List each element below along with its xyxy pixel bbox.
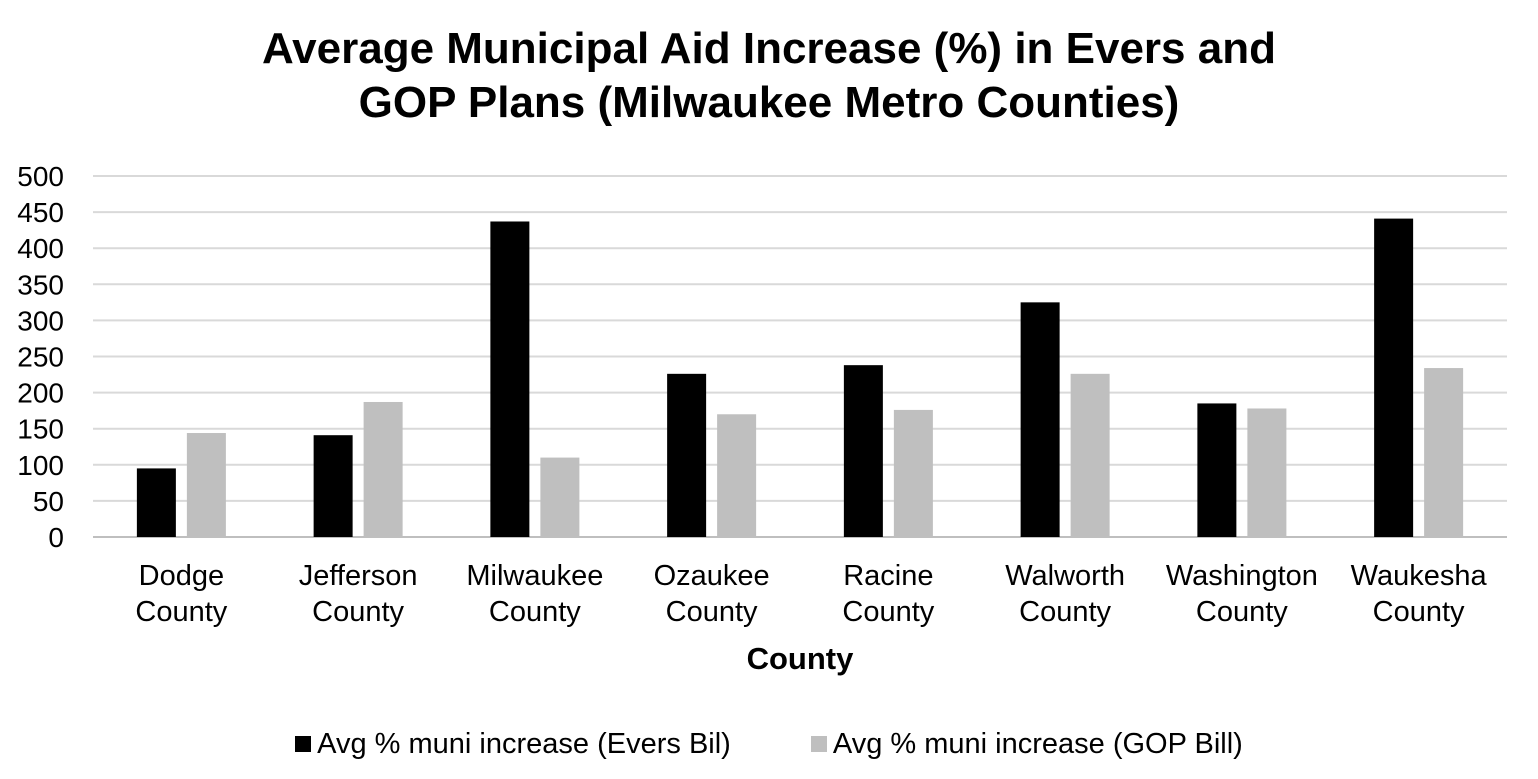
chart-title-line-1: Average Municipal Aid Increase (%) in Ev… <box>262 24 1276 73</box>
bar-evers-1 <box>313 435 353 537</box>
y-tick-label: 350 <box>17 269 64 300</box>
bar-gop-6 <box>1247 408 1287 537</box>
x-tick-label: County <box>1019 596 1111 628</box>
chart-title: Average Municipal Aid Increase (%) in Ev… <box>0 22 1538 130</box>
bar-gop-4 <box>893 409 933 537</box>
y-tick-label: 400 <box>17 233 64 264</box>
bar-gop-7 <box>1424 368 1464 537</box>
x-tick-label: County <box>842 596 934 628</box>
x-axis-title: County <box>747 641 855 676</box>
y-tick-label: 100 <box>17 450 64 481</box>
x-tick-label: County <box>135 596 227 628</box>
bar-evers-4 <box>843 365 883 537</box>
bar-evers-3 <box>667 373 707 537</box>
x-tick-label: Ozaukee <box>654 560 770 592</box>
legend-label-gop: Avg % muni increase (GOP Bill) <box>832 728 1243 760</box>
x-tick-label: County <box>312 596 404 628</box>
x-tick-label: Milwaukee <box>466 560 603 592</box>
bar-gop-5 <box>1070 373 1110 537</box>
bar-gop-3 <box>717 414 757 537</box>
x-tick-label: County <box>489 596 581 628</box>
legend-label-evers: Avg % muni increase (Evers Bil) <box>317 728 731 760</box>
legend-swatch-evers <box>295 736 312 752</box>
bar-evers-7 <box>1374 218 1414 537</box>
bar-evers-2 <box>490 221 530 537</box>
chart-legend: Avg % muni increase (Evers Bil) Avg % mu… <box>0 728 1538 761</box>
chart-title-line-2: GOP Plans (Milwaukee Metro Counties) <box>358 78 1180 127</box>
x-tick-label: Walworth <box>1005 560 1125 592</box>
y-tick-label: 200 <box>17 378 64 409</box>
bar-evers-5 <box>1020 302 1060 537</box>
y-tick-label: 150 <box>17 414 64 445</box>
y-tick-label: 0 <box>48 522 64 553</box>
x-tick-label: County <box>666 596 758 628</box>
legend-swatch-gop <box>810 736 827 752</box>
y-tick-label: 250 <box>17 342 64 373</box>
bar-gop-1 <box>363 401 403 537</box>
x-tick-label: Washington <box>1166 560 1318 592</box>
x-tick-label: County <box>1196 596 1288 628</box>
x-tick-label: Jefferson <box>299 560 418 592</box>
bar-evers-0 <box>136 468 176 537</box>
bar-evers-6 <box>1197 403 1237 537</box>
legend-item-evers: Avg % muni increase (Evers Bil) <box>295 728 731 761</box>
x-tick-label: Dodge <box>139 560 224 592</box>
legend-item-gop: Avg % muni increase (GOP Bill) <box>810 728 1243 761</box>
x-tick-label: Racine <box>843 560 933 592</box>
bar-gop-2 <box>540 457 580 537</box>
bar-gop-0 <box>186 433 226 537</box>
y-tick-label: 500 <box>17 161 64 192</box>
y-tick-label: 50 <box>33 486 64 517</box>
y-tick-label: 450 <box>17 197 64 228</box>
x-tick-label: County <box>1373 596 1465 628</box>
x-tick-label: Waukesha <box>1351 560 1488 592</box>
y-tick-label: 300 <box>17 305 64 336</box>
